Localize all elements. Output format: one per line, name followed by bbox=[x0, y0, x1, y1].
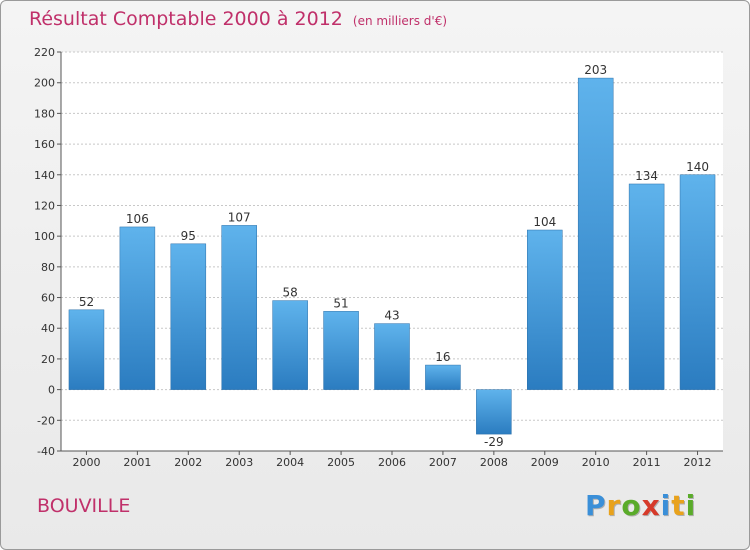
data-label: 134 bbox=[635, 169, 658, 183]
x-tick-label: 2003 bbox=[225, 456, 253, 469]
x-tick-label: 2012 bbox=[684, 456, 712, 469]
bar bbox=[170, 243, 207, 390]
x-tick-label: 2005 bbox=[327, 456, 355, 469]
y-tick-label: -40 bbox=[37, 445, 55, 458]
bar bbox=[679, 174, 716, 390]
brand-logo: Proxiti bbox=[585, 489, 696, 522]
y-tick-label: 40 bbox=[41, 322, 55, 335]
data-label: 203 bbox=[584, 63, 607, 77]
bar bbox=[221, 225, 257, 390]
bar bbox=[119, 226, 156, 390]
x-tick-label: 2008 bbox=[480, 456, 508, 469]
data-label: 16 bbox=[435, 350, 450, 364]
data-label: 58 bbox=[283, 286, 298, 300]
brand-letter: i bbox=[685, 489, 697, 522]
y-tick-label: 20 bbox=[41, 353, 55, 366]
y-tick-label: 160 bbox=[34, 138, 55, 151]
data-label: 95 bbox=[181, 229, 196, 243]
data-label: 140 bbox=[686, 160, 709, 174]
brand-letter: t bbox=[671, 489, 686, 522]
data-label: 104 bbox=[533, 215, 556, 229]
chart-title: Résultat Comptable 2000 à 2012 bbox=[29, 8, 343, 30]
bar bbox=[68, 309, 105, 390]
brand-letter: r bbox=[606, 489, 622, 522]
y-tick-label: 180 bbox=[34, 107, 55, 120]
bar bbox=[272, 300, 308, 390]
plot-area bbox=[61, 52, 723, 451]
x-tick-label: 2011 bbox=[633, 456, 661, 469]
y-tick-label: 80 bbox=[41, 261, 55, 274]
y-tick-label: -20 bbox=[37, 414, 55, 427]
data-label: 51 bbox=[333, 296, 348, 310]
brand-letter: o bbox=[621, 489, 642, 522]
y-tick-label: 100 bbox=[34, 230, 55, 243]
bar bbox=[577, 77, 614, 390]
bar bbox=[628, 183, 665, 390]
bar bbox=[323, 311, 359, 390]
x-tick-label: 2000 bbox=[72, 456, 100, 469]
y-tick-label: 220 bbox=[34, 46, 55, 59]
y-tick-label: 60 bbox=[41, 292, 55, 305]
data-label: 43 bbox=[384, 309, 399, 323]
y-tick-label: 0 bbox=[48, 384, 55, 397]
y-tick-label: 120 bbox=[34, 199, 55, 212]
bar bbox=[425, 364, 461, 390]
data-label: 106 bbox=[126, 212, 149, 226]
bar bbox=[527, 229, 563, 390]
x-tick-label: 2010 bbox=[582, 456, 610, 469]
y-tick-label: 140 bbox=[34, 169, 55, 182]
x-tick-label: 2009 bbox=[531, 456, 559, 469]
brand-letter: x bbox=[641, 489, 661, 522]
bar bbox=[374, 323, 410, 390]
chart-subtitle: (en milliers d'€) bbox=[352, 14, 448, 28]
y-tick-label: 200 bbox=[34, 77, 55, 90]
brand-letter: i bbox=[660, 489, 672, 522]
place-name: BOUVILLE bbox=[37, 495, 131, 517]
data-label: 107 bbox=[228, 210, 251, 224]
x-tick-label: 2007 bbox=[429, 456, 457, 469]
x-tick-label: 2004 bbox=[276, 456, 304, 469]
x-tick-label: 2002 bbox=[174, 456, 202, 469]
data-label: 52 bbox=[79, 295, 94, 309]
brand-letter: P bbox=[585, 489, 607, 522]
bar bbox=[476, 389, 512, 435]
x-tick-label: 2001 bbox=[123, 456, 151, 469]
data-label: -29 bbox=[484, 435, 504, 449]
chart-title-line: Résultat Comptable 2000 à 2012 (en millie… bbox=[29, 8, 447, 30]
x-tick-label: 2006 bbox=[378, 456, 406, 469]
